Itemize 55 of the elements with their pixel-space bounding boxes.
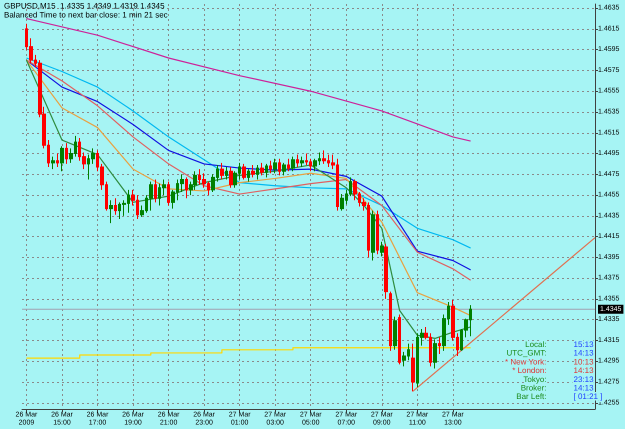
candlestick (51, 156, 55, 170)
candlestick (56, 153, 59, 168)
candlestick (300, 156, 304, 168)
candlestick (154, 179, 157, 203)
annotation: 23:13 (574, 374, 594, 384)
candlestick (260, 162, 264, 176)
candlestick (247, 168, 250, 182)
candlestick (389, 291, 392, 352)
candlestick (65, 142, 68, 164)
candlestick (273, 158, 277, 174)
candlestick (225, 166, 228, 180)
candlestick (291, 156, 295, 172)
annotation: 14:13 (574, 348, 594, 358)
annotation: * New York: (505, 357, 546, 366)
candlestick (229, 166, 233, 188)
annotation: 14:13 (574, 366, 594, 376)
candlestick (380, 241, 384, 257)
candlestick (371, 210, 375, 261)
candlestick (278, 158, 281, 176)
candlestick (60, 146, 64, 172)
candlestick (242, 163, 246, 180)
candlestick (256, 164, 259, 180)
annotation: 15:13 (574, 340, 594, 349)
candlestick (322, 150, 326, 164)
annotation: 10:13 (574, 357, 594, 366)
candlestick (433, 338, 437, 369)
candlestick (265, 163, 268, 178)
annotation: UTC_GMT: (506, 348, 546, 358)
annotation: 14:13 (574, 384, 594, 392)
candlestick (376, 210, 379, 255)
candlestick (411, 343, 415, 392)
candlestick (251, 164, 255, 178)
candlestick (282, 162, 286, 176)
candlestick (384, 243, 388, 300)
candlestick (340, 194, 344, 212)
candlestick (287, 158, 290, 172)
line-series (26, 18, 472, 142)
candlestick (167, 181, 170, 206)
candlestick (269, 160, 272, 174)
candlestick (149, 181, 153, 212)
annotation: * London: (512, 366, 547, 376)
candlestick (109, 200, 113, 224)
annotation: Tokyo: (523, 374, 547, 384)
candlestick (393, 316, 397, 350)
candlestick (220, 162, 224, 180)
annotation: Local: (525, 340, 547, 349)
annotation: Bar Left: (516, 392, 547, 402)
candlestick (438, 336, 441, 354)
candlestick (398, 314, 401, 365)
chart-title: GBPUSD,M15 1.4335 1.4349 1.4319 1.4345 (4, 2, 166, 10)
annotation: Broker: (520, 384, 547, 392)
candlestick (185, 176, 188, 199)
text: Balanced Time to next bar close: 1 min 21 sec (4, 10, 168, 20)
candlestick (296, 154, 299, 168)
candlestick (114, 198, 117, 216)
